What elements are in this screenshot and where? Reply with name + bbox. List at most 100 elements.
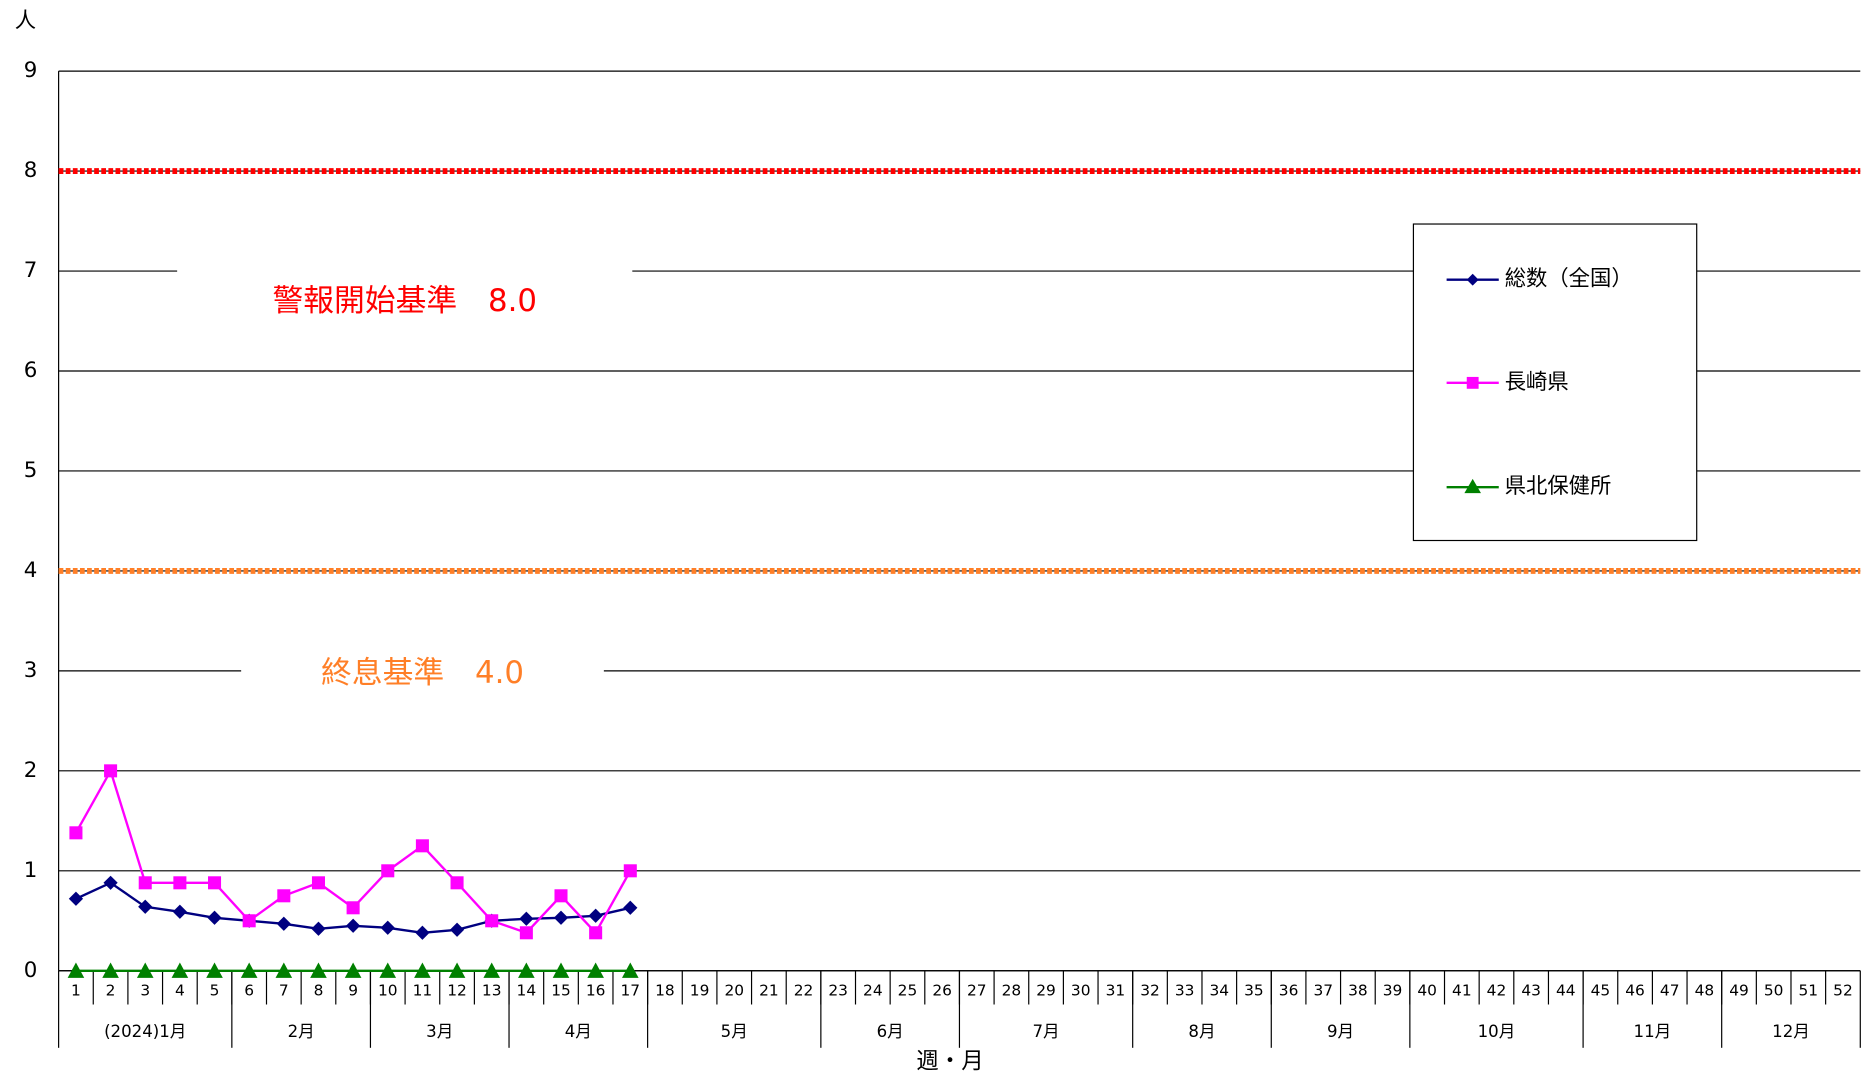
- month-label: 2月: [288, 1022, 315, 1041]
- legend-marker: [1466, 376, 1479, 389]
- month-label: 10月: [1478, 1022, 1516, 1041]
- x-tick-label: 41: [1452, 981, 1472, 999]
- data-point: [311, 876, 325, 890]
- x-tick-label: 31: [1106, 981, 1126, 999]
- x-tick-label: 4: [175, 981, 185, 999]
- month-label: 6月: [877, 1022, 904, 1041]
- x-tick-label: 14: [517, 981, 537, 999]
- data-point: [104, 764, 118, 778]
- x-tick-label: 45: [1591, 981, 1611, 999]
- data-point: [415, 839, 429, 853]
- label-background: [177, 269, 633, 274]
- data-point: [552, 962, 570, 978]
- legend-label: 総数（全国）: [1505, 267, 1633, 292]
- data-point: [310, 962, 327, 978]
- x-tick-label: 42: [1487, 981, 1507, 999]
- x-tick-label: 26: [932, 981, 952, 999]
- x-tick-label: 6: [244, 981, 254, 999]
- month-label: 7月: [1032, 1022, 1059, 1041]
- data-point: [240, 962, 258, 978]
- data-point: [518, 962, 535, 978]
- x-tick-label: 29: [1036, 981, 1056, 999]
- x-tick-label: 30: [1071, 981, 1091, 999]
- data-point: [483, 962, 501, 978]
- data-point: [450, 876, 464, 890]
- data-point: [448, 962, 466, 978]
- data-point: [414, 962, 431, 978]
- month-label: 9月: [1327, 1022, 1354, 1041]
- data-point: [67, 962, 85, 978]
- reference-label: 警報開始基準 8.0: [272, 283, 537, 319]
- x-tick-label: 5: [210, 981, 220, 999]
- data-point: [136, 962, 154, 978]
- x-tick-label: 43: [1521, 981, 1541, 999]
- data-point: [138, 899, 153, 914]
- data-point: [242, 914, 256, 928]
- data-point: [589, 926, 603, 940]
- y-tick-label: 6: [24, 358, 38, 383]
- data-point: [138, 876, 152, 890]
- month-label: 12月: [1772, 1022, 1810, 1041]
- x-tick-label: 21: [759, 981, 779, 999]
- data-point: [623, 864, 637, 878]
- x-tick-label: 49: [1729, 981, 1749, 999]
- x-tick-label: 23: [828, 981, 848, 999]
- data-point: [276, 916, 291, 931]
- data-point: [171, 962, 189, 978]
- x-tick-label: 8: [314, 981, 324, 999]
- x-tick-label: 27: [967, 981, 987, 999]
- y-tick-label: 4: [24, 558, 38, 583]
- data-point: [519, 911, 534, 926]
- x-tick-label: 33: [1175, 981, 1195, 999]
- x-tick-label: 22: [794, 981, 814, 999]
- y-tick-label: 8: [24, 158, 38, 183]
- data-point: [380, 920, 395, 935]
- y-tick-label: 3: [24, 658, 38, 683]
- x-tick-label: 35: [1244, 981, 1264, 999]
- data-point: [587, 962, 604, 978]
- x-tick-label: 36: [1279, 981, 1299, 999]
- data-point: [103, 875, 118, 890]
- x-tick-label: 1: [71, 981, 81, 999]
- data-point: [415, 925, 430, 940]
- data-point: [553, 910, 569, 925]
- legend-label: 長崎県: [1505, 370, 1569, 395]
- data-point: [277, 889, 291, 903]
- reference-label: 終息基準 4.0: [321, 655, 524, 691]
- data-point: [311, 921, 326, 936]
- data-point: [346, 918, 361, 933]
- data-point: [172, 904, 187, 919]
- data-point: [344, 962, 362, 978]
- month-label: 5月: [721, 1022, 748, 1041]
- x-tick-label: 2: [106, 981, 116, 999]
- data-point: [623, 900, 638, 915]
- x-tick-label: 37: [1313, 981, 1333, 999]
- month-label: 4月: [565, 1022, 592, 1041]
- y-tick-label: 5: [24, 458, 38, 483]
- data-point: [68, 891, 84, 906]
- data-point: [381, 864, 395, 878]
- y-tick-label: 9: [24, 58, 38, 83]
- x-tick-label: 3: [140, 981, 150, 999]
- label-background: [241, 669, 604, 674]
- x-tick-label: 50: [1764, 981, 1784, 999]
- month-label: 8月: [1188, 1022, 1215, 1041]
- data-point: [275, 962, 293, 978]
- reference-annotation: 警報開始基準 8.0: [272, 283, 537, 319]
- x-tick-label: 52: [1833, 981, 1853, 999]
- data-point: [207, 910, 222, 925]
- x-tick-label: 32: [1140, 981, 1160, 999]
- data-point: [449, 922, 465, 937]
- data-point: [519, 926, 533, 940]
- x-tick-label: 20: [724, 981, 744, 999]
- x-tick-label: 17: [620, 981, 640, 999]
- y-tick-label: 0: [24, 958, 38, 983]
- data-point: [588, 908, 603, 923]
- data-point: [485, 914, 499, 928]
- x-tick-label: 47: [1660, 981, 1680, 999]
- x-tick-label: 11: [413, 981, 433, 999]
- reference-annotation: 終息基準 4.0: [321, 655, 524, 691]
- x-tick-label: 44: [1556, 981, 1576, 999]
- x-tick-label: 18: [655, 981, 675, 999]
